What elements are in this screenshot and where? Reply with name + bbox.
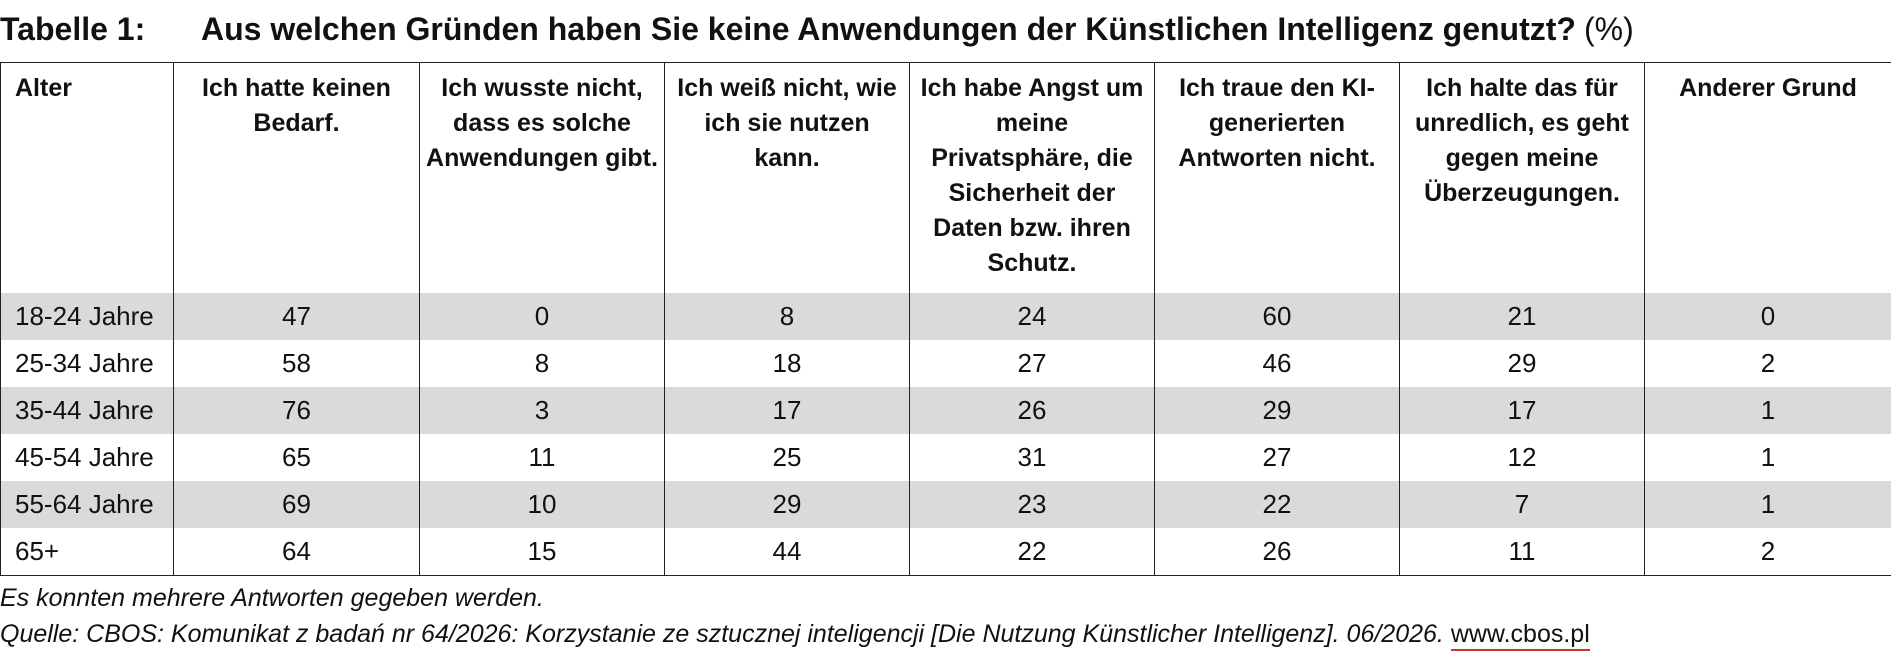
- source-text: Quelle: CBOS: Komunikat z badań nr 64/20…: [0, 620, 1444, 648]
- value-cell: 1: [1644, 387, 1891, 434]
- value-cell: 18: [664, 340, 910, 387]
- age-cell: 45-54 Jahre: [0, 434, 174, 481]
- age-cell: 35-44 Jahre: [0, 387, 174, 434]
- value-cell: 21: [1399, 293, 1645, 340]
- column-header: Ich wusste nicht, dass es solche Anwendu…: [419, 62, 665, 293]
- table-row: 18-24 Jahre 47 0 8 24 60 21 0: [0, 293, 1891, 340]
- value-cell: 29: [1154, 387, 1400, 434]
- value-cell: 17: [1399, 387, 1645, 434]
- value-cell: 2: [1644, 340, 1891, 387]
- footnote: Es konnten mehrere Antworten gegeben wer…: [0, 584, 544, 612]
- value-cell: 11: [419, 434, 665, 481]
- value-cell: 15: [419, 528, 665, 576]
- value-cell: 8: [664, 293, 910, 340]
- results-table: Alter Ich hatte keinen Bedarf. Ich wusst…: [0, 62, 1891, 576]
- table-row: 55-64 Jahre 69 10 29 23 22 7 1: [0, 481, 1891, 528]
- value-cell: 27: [1154, 434, 1400, 481]
- value-cell: 1: [1644, 434, 1891, 481]
- value-cell: 22: [1154, 481, 1400, 528]
- value-cell: 22: [909, 528, 1155, 576]
- value-cell: 23: [909, 481, 1155, 528]
- value-cell: 1: [1644, 481, 1891, 528]
- value-cell: 17: [664, 387, 910, 434]
- age-cell: 65+: [0, 528, 174, 576]
- value-cell: 0: [1644, 293, 1891, 340]
- value-cell: 60: [1154, 293, 1400, 340]
- value-cell: 12: [1399, 434, 1645, 481]
- column-header: Ich habe Angst um meine Privatsphäre, di…: [909, 62, 1155, 293]
- table-row: 45-54 Jahre 65 11 25 31 27 12 1: [0, 434, 1891, 481]
- column-header: Ich weiß nicht, wie ich sie nutzen kann.: [664, 62, 910, 293]
- value-cell: 76: [173, 387, 420, 434]
- value-cell: 3: [419, 387, 665, 434]
- value-cell: 26: [1154, 528, 1400, 576]
- source-link[interactable]: www.cbos.pl: [1450, 620, 1590, 651]
- column-header: Ich hatte keinen Bedarf.: [173, 62, 420, 293]
- table-row: 25-34 Jahre 58 8 18 27 46 29 2: [0, 340, 1891, 387]
- value-cell: 29: [1399, 340, 1645, 387]
- table-title: Tabelle 1: Aus welchen Gründen haben Sie…: [0, 4, 1634, 54]
- value-cell: 26: [909, 387, 1155, 434]
- value-cell: 2: [1644, 528, 1891, 576]
- table-question: Aus welchen Gründen haben Sie keine Anwe…: [201, 10, 1576, 47]
- column-header: Anderer Grund: [1644, 62, 1891, 293]
- value-cell: 25: [664, 434, 910, 481]
- table-row: 35-44 Jahre 76 3 17 26 29 17 1: [0, 387, 1891, 434]
- value-cell: 27: [909, 340, 1155, 387]
- column-header: Ich halte das für unredlich, es geht geg…: [1399, 62, 1645, 293]
- value-cell: 7: [1399, 481, 1645, 528]
- value-cell: 65: [173, 434, 420, 481]
- value-cell: 31: [909, 434, 1155, 481]
- value-cell: 11: [1399, 528, 1645, 576]
- source-line: Quelle: CBOS: Komunikat z badań nr 64/20…: [0, 620, 1590, 651]
- value-cell: 8: [419, 340, 665, 387]
- value-cell: 69: [173, 481, 420, 528]
- age-cell: 55-64 Jahre: [0, 481, 174, 528]
- header-row: Alter Ich hatte keinen Bedarf. Ich wusst…: [0, 62, 1891, 293]
- value-cell: 44: [664, 528, 910, 576]
- value-cell: 64: [173, 528, 420, 576]
- age-cell: 18-24 Jahre: [0, 293, 174, 340]
- age-cell: 25-34 Jahre: [0, 340, 174, 387]
- value-cell: 24: [909, 293, 1155, 340]
- column-header: Alter: [0, 62, 174, 293]
- value-cell: 0: [419, 293, 665, 340]
- value-cell: 29: [664, 481, 910, 528]
- table-row: 65+ 64 15 44 22 26 11 2: [0, 528, 1891, 576]
- value-cell: 47: [173, 293, 420, 340]
- value-cell: 58: [173, 340, 420, 387]
- table-unit: (%): [1583, 10, 1634, 47]
- table-label: Tabelle 1:: [0, 10, 146, 47]
- column-header: Ich traue den KI-generierten Antworten n…: [1154, 62, 1400, 293]
- value-cell: 46: [1154, 340, 1400, 387]
- value-cell: 10: [419, 481, 665, 528]
